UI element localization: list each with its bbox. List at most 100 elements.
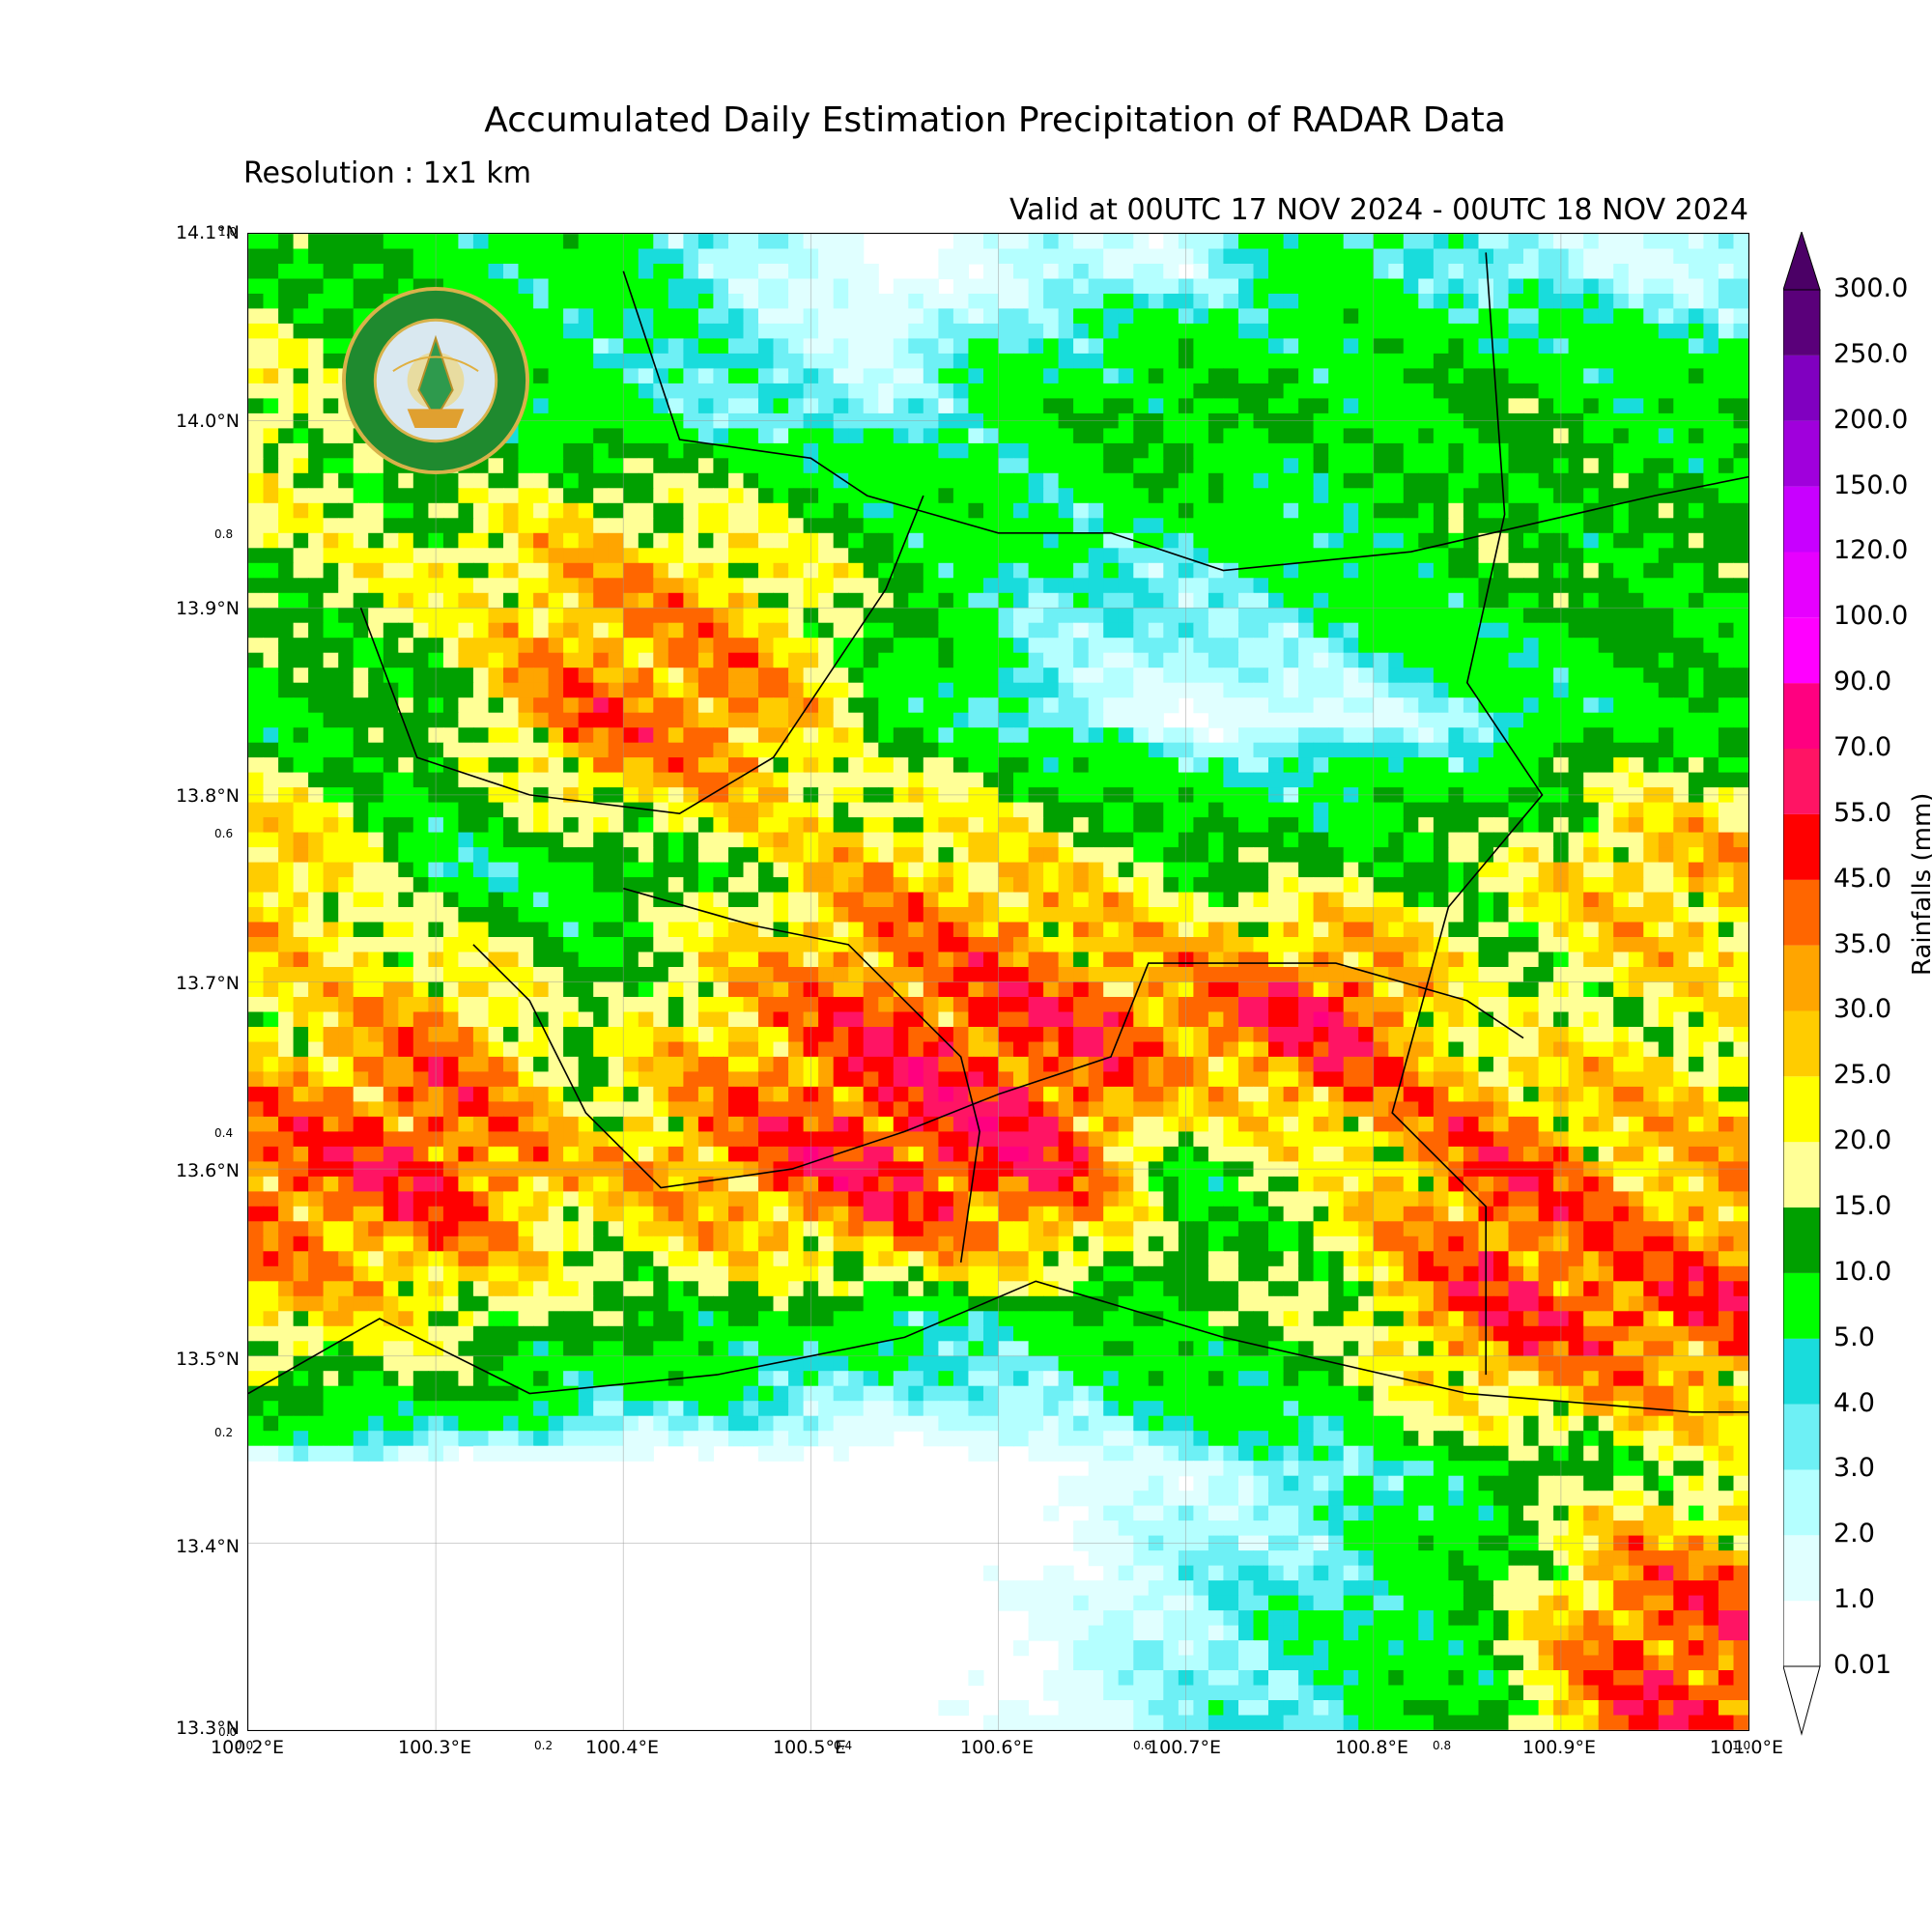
rain-cell xyxy=(788,234,805,250)
rain-cell xyxy=(878,712,895,728)
rain-cell xyxy=(1298,772,1315,788)
rain-cell xyxy=(323,592,339,609)
rain-cell xyxy=(1268,458,1285,474)
rain-cell xyxy=(1523,458,1540,474)
rain-cell xyxy=(938,368,954,384)
rain-cell xyxy=(1733,952,1748,968)
rain-cell xyxy=(1373,532,1389,549)
rain-cell xyxy=(1283,278,1299,295)
rain-cell xyxy=(1088,638,1104,654)
rain-cell xyxy=(758,532,775,549)
rain-cell xyxy=(1613,248,1630,265)
rain-cell xyxy=(472,518,489,534)
rain-cell xyxy=(472,248,489,265)
rain-cell xyxy=(1493,757,1510,774)
rain-cell xyxy=(728,578,745,594)
rain-cell xyxy=(758,817,775,834)
rain-cell xyxy=(773,922,789,938)
rain-cell xyxy=(1523,562,1540,579)
rain-cell xyxy=(1538,383,1554,399)
rain-cell xyxy=(1298,353,1315,369)
rain-cell xyxy=(1313,952,1329,968)
rain-cell xyxy=(1313,847,1329,864)
rain-cell xyxy=(743,472,759,489)
rain-cell xyxy=(863,294,879,310)
rain-cell xyxy=(1328,742,1345,758)
rain-cell xyxy=(1388,472,1405,489)
rain-cell xyxy=(998,264,1014,280)
rain-cell xyxy=(653,832,669,848)
rain-cell xyxy=(863,862,879,878)
rain-cell xyxy=(1613,622,1630,639)
rain-cell xyxy=(278,877,295,894)
rain-cell xyxy=(1028,338,1044,355)
rain-cell xyxy=(818,802,835,818)
rain-cell xyxy=(278,562,295,579)
rain-cell xyxy=(1433,338,1449,355)
rain-cell xyxy=(623,638,639,654)
rain-cell xyxy=(968,308,984,325)
rain-cell xyxy=(1523,472,1540,489)
rain-cell xyxy=(1433,817,1449,834)
rain-cell xyxy=(788,502,805,519)
rain-cell xyxy=(1568,638,1584,654)
rain-cell xyxy=(998,712,1014,728)
rain-cell xyxy=(1193,264,1209,280)
rain-cell xyxy=(472,472,489,489)
rain-cell xyxy=(938,638,954,654)
rain-cell xyxy=(338,742,355,758)
rain-cell xyxy=(863,608,879,624)
rain-cell xyxy=(1328,592,1345,609)
rain-cell xyxy=(1358,712,1375,728)
precipitation-map[interactable] xyxy=(247,233,1749,1731)
rain-cell xyxy=(1268,652,1285,668)
rain-cell xyxy=(1613,308,1630,325)
rain-cell xyxy=(608,892,624,908)
rain-cell xyxy=(1463,368,1479,384)
rain-cell xyxy=(908,877,924,894)
rain-cell xyxy=(1283,742,1299,758)
rain-cell xyxy=(818,248,835,265)
rain-cell xyxy=(908,727,924,744)
rain-cell xyxy=(1238,278,1255,295)
rain-cell xyxy=(1733,488,1748,504)
rain-cell xyxy=(638,817,654,834)
rain-cell xyxy=(1148,638,1164,654)
rain-cell xyxy=(548,922,564,938)
rain-cell xyxy=(758,668,775,684)
rain-cell xyxy=(518,502,534,519)
rain-cell xyxy=(593,742,610,758)
rain-cell xyxy=(1073,502,1090,519)
rain-cell xyxy=(1673,578,1690,594)
rain-cell xyxy=(1373,802,1389,818)
rain-cell xyxy=(1523,294,1540,310)
rain-cell xyxy=(1058,862,1074,878)
rain-cell xyxy=(1358,592,1375,609)
rain-cell xyxy=(1073,802,1090,818)
rain-cell xyxy=(263,727,279,744)
rain-cell xyxy=(323,847,339,864)
rain-cell xyxy=(1343,234,1359,250)
rain-cell xyxy=(1688,697,1704,714)
rain-cell xyxy=(923,608,939,624)
rain-cell xyxy=(1673,952,1690,968)
rain-cell xyxy=(1193,548,1209,564)
rain-cell xyxy=(1643,562,1660,579)
rain-cell xyxy=(1673,234,1690,250)
rain-cell xyxy=(1718,592,1734,609)
rain-cell xyxy=(1193,608,1209,624)
rain-cell xyxy=(1703,652,1719,668)
rain-cell xyxy=(1718,847,1734,864)
rain-cell xyxy=(533,907,550,923)
rain-cell xyxy=(998,742,1014,758)
rain-cell xyxy=(923,578,939,594)
rain-cell xyxy=(1703,668,1719,684)
rain-cell xyxy=(1673,338,1690,355)
rain-cell xyxy=(683,338,699,355)
rain-cell xyxy=(923,518,939,534)
rain-cell xyxy=(848,922,865,938)
rain-cell xyxy=(248,248,265,265)
rain-cell xyxy=(1448,742,1464,758)
rain-cell xyxy=(1628,682,1644,698)
rain-cell xyxy=(1358,398,1375,414)
